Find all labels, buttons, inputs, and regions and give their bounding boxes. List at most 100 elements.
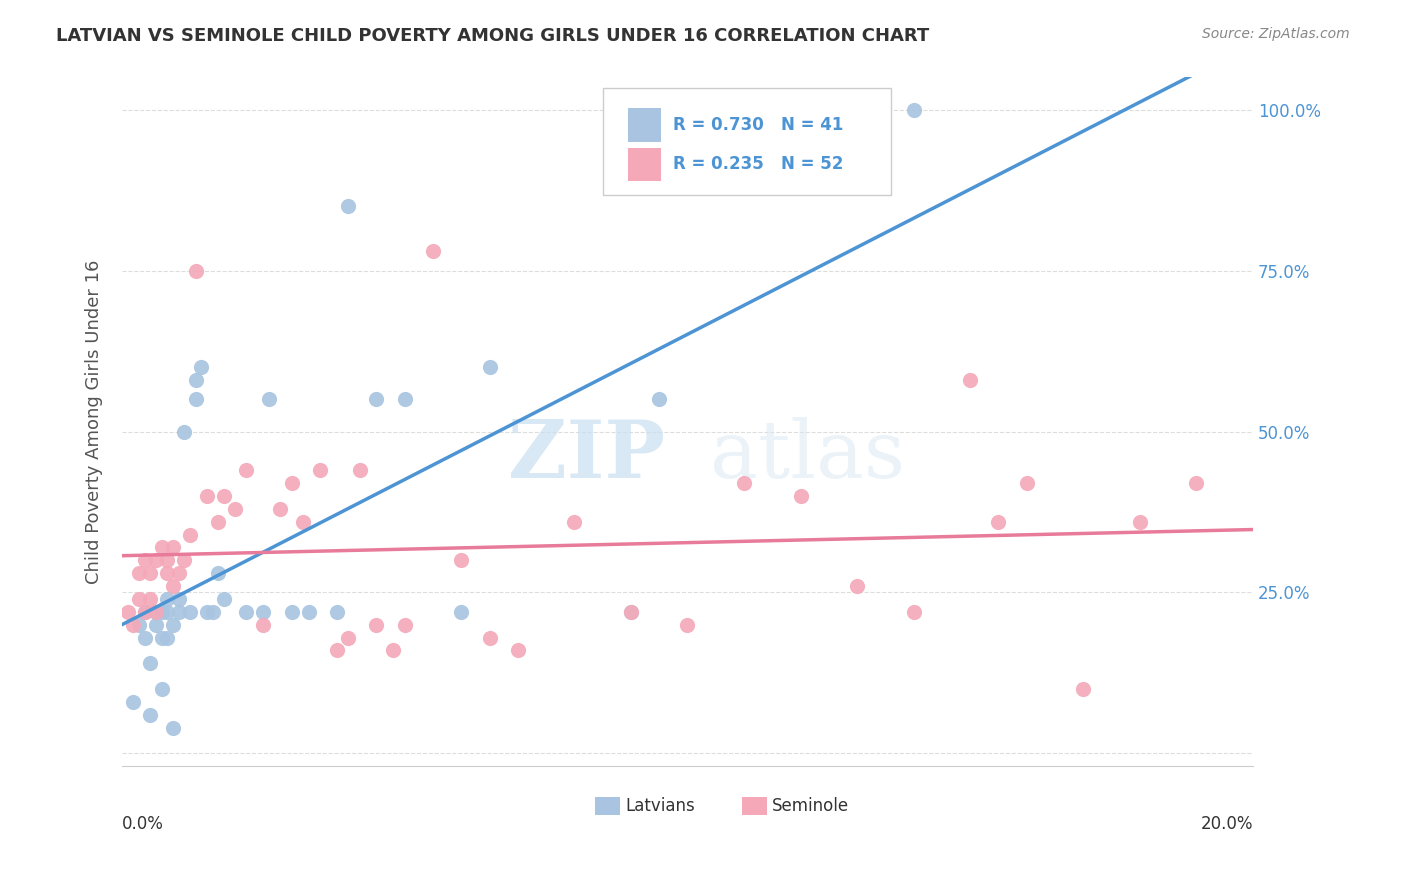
Point	[184, 392, 207, 407]
Point	[280, 605, 302, 619]
Text: Seminole: Seminole	[772, 797, 849, 814]
Text: R = 0.730   N = 41: R = 0.730 N = 41	[672, 116, 844, 134]
Point	[291, 515, 314, 529]
Point	[207, 566, 229, 581]
Point	[134, 605, 156, 619]
Point	[156, 553, 179, 567]
Bar	[742, 797, 766, 814]
Point	[173, 425, 195, 439]
Point	[903, 103, 925, 117]
Point	[162, 721, 184, 735]
Point	[620, 605, 643, 619]
Point	[382, 643, 405, 657]
Point	[195, 605, 218, 619]
Point	[349, 463, 371, 477]
Point	[676, 617, 699, 632]
Point	[179, 605, 201, 619]
Point	[280, 476, 302, 491]
Point	[145, 617, 167, 632]
Point	[134, 553, 156, 567]
Point	[167, 566, 190, 581]
FancyBboxPatch shape	[603, 87, 891, 194]
Point	[235, 605, 257, 619]
Text: R = 0.235   N = 52: R = 0.235 N = 52	[672, 155, 844, 173]
Point	[173, 553, 195, 567]
Point	[252, 605, 274, 619]
Point	[1129, 515, 1152, 529]
Point	[145, 553, 167, 567]
Point	[134, 631, 156, 645]
Point	[190, 360, 212, 375]
Point	[257, 392, 280, 407]
Bar	[627, 109, 661, 142]
Point	[224, 501, 246, 516]
Point	[846, 579, 869, 593]
Text: 0.0%: 0.0%	[122, 814, 165, 832]
Point	[117, 605, 139, 619]
Text: Latvians: Latvians	[626, 797, 695, 814]
Point	[212, 591, 235, 606]
Point	[139, 591, 162, 606]
Point	[1185, 476, 1208, 491]
Point	[450, 553, 472, 567]
Text: ZIP: ZIP	[508, 417, 665, 495]
Point	[789, 489, 811, 503]
Point	[167, 605, 190, 619]
Point	[145, 605, 167, 619]
Point	[156, 566, 179, 581]
Point	[139, 657, 162, 671]
Text: atlas: atlas	[710, 417, 905, 495]
Y-axis label: Child Poverty Among Girls Under 16: Child Poverty Among Girls Under 16	[86, 260, 103, 584]
Point	[1071, 681, 1094, 696]
Point	[156, 605, 179, 619]
Point	[150, 631, 173, 645]
Point	[195, 489, 218, 503]
Point	[394, 617, 416, 632]
Point	[648, 392, 671, 407]
Point	[478, 360, 501, 375]
Point	[145, 605, 167, 619]
Point	[337, 199, 360, 213]
Point	[128, 591, 150, 606]
Point	[903, 605, 925, 619]
Point	[128, 566, 150, 581]
Text: 20.0%: 20.0%	[1201, 814, 1253, 832]
Point	[337, 631, 360, 645]
Point	[478, 631, 501, 645]
Point	[150, 681, 173, 696]
Point	[252, 617, 274, 632]
Point	[139, 566, 162, 581]
Point	[620, 605, 643, 619]
Point	[207, 515, 229, 529]
Point	[150, 541, 173, 555]
Point	[162, 541, 184, 555]
Point	[134, 605, 156, 619]
Text: Source: ZipAtlas.com: Source: ZipAtlas.com	[1202, 27, 1350, 41]
Point	[167, 591, 190, 606]
Point	[987, 515, 1010, 529]
Point	[366, 617, 388, 632]
Point	[122, 695, 145, 709]
Point	[162, 579, 184, 593]
Point	[394, 392, 416, 407]
Point	[201, 605, 224, 619]
Point	[184, 263, 207, 277]
Point	[179, 527, 201, 541]
Point	[156, 591, 179, 606]
Point	[235, 463, 257, 477]
Point	[128, 617, 150, 632]
Point	[150, 605, 173, 619]
Point	[326, 643, 349, 657]
Point	[156, 631, 179, 645]
Point	[309, 463, 332, 477]
Point	[450, 605, 472, 619]
Point	[184, 373, 207, 387]
Point	[139, 707, 162, 722]
Bar	[627, 148, 661, 181]
Point	[506, 643, 529, 657]
Point	[269, 501, 291, 516]
Point	[298, 605, 321, 619]
Point	[122, 617, 145, 632]
Point	[564, 515, 586, 529]
Point	[1015, 476, 1038, 491]
